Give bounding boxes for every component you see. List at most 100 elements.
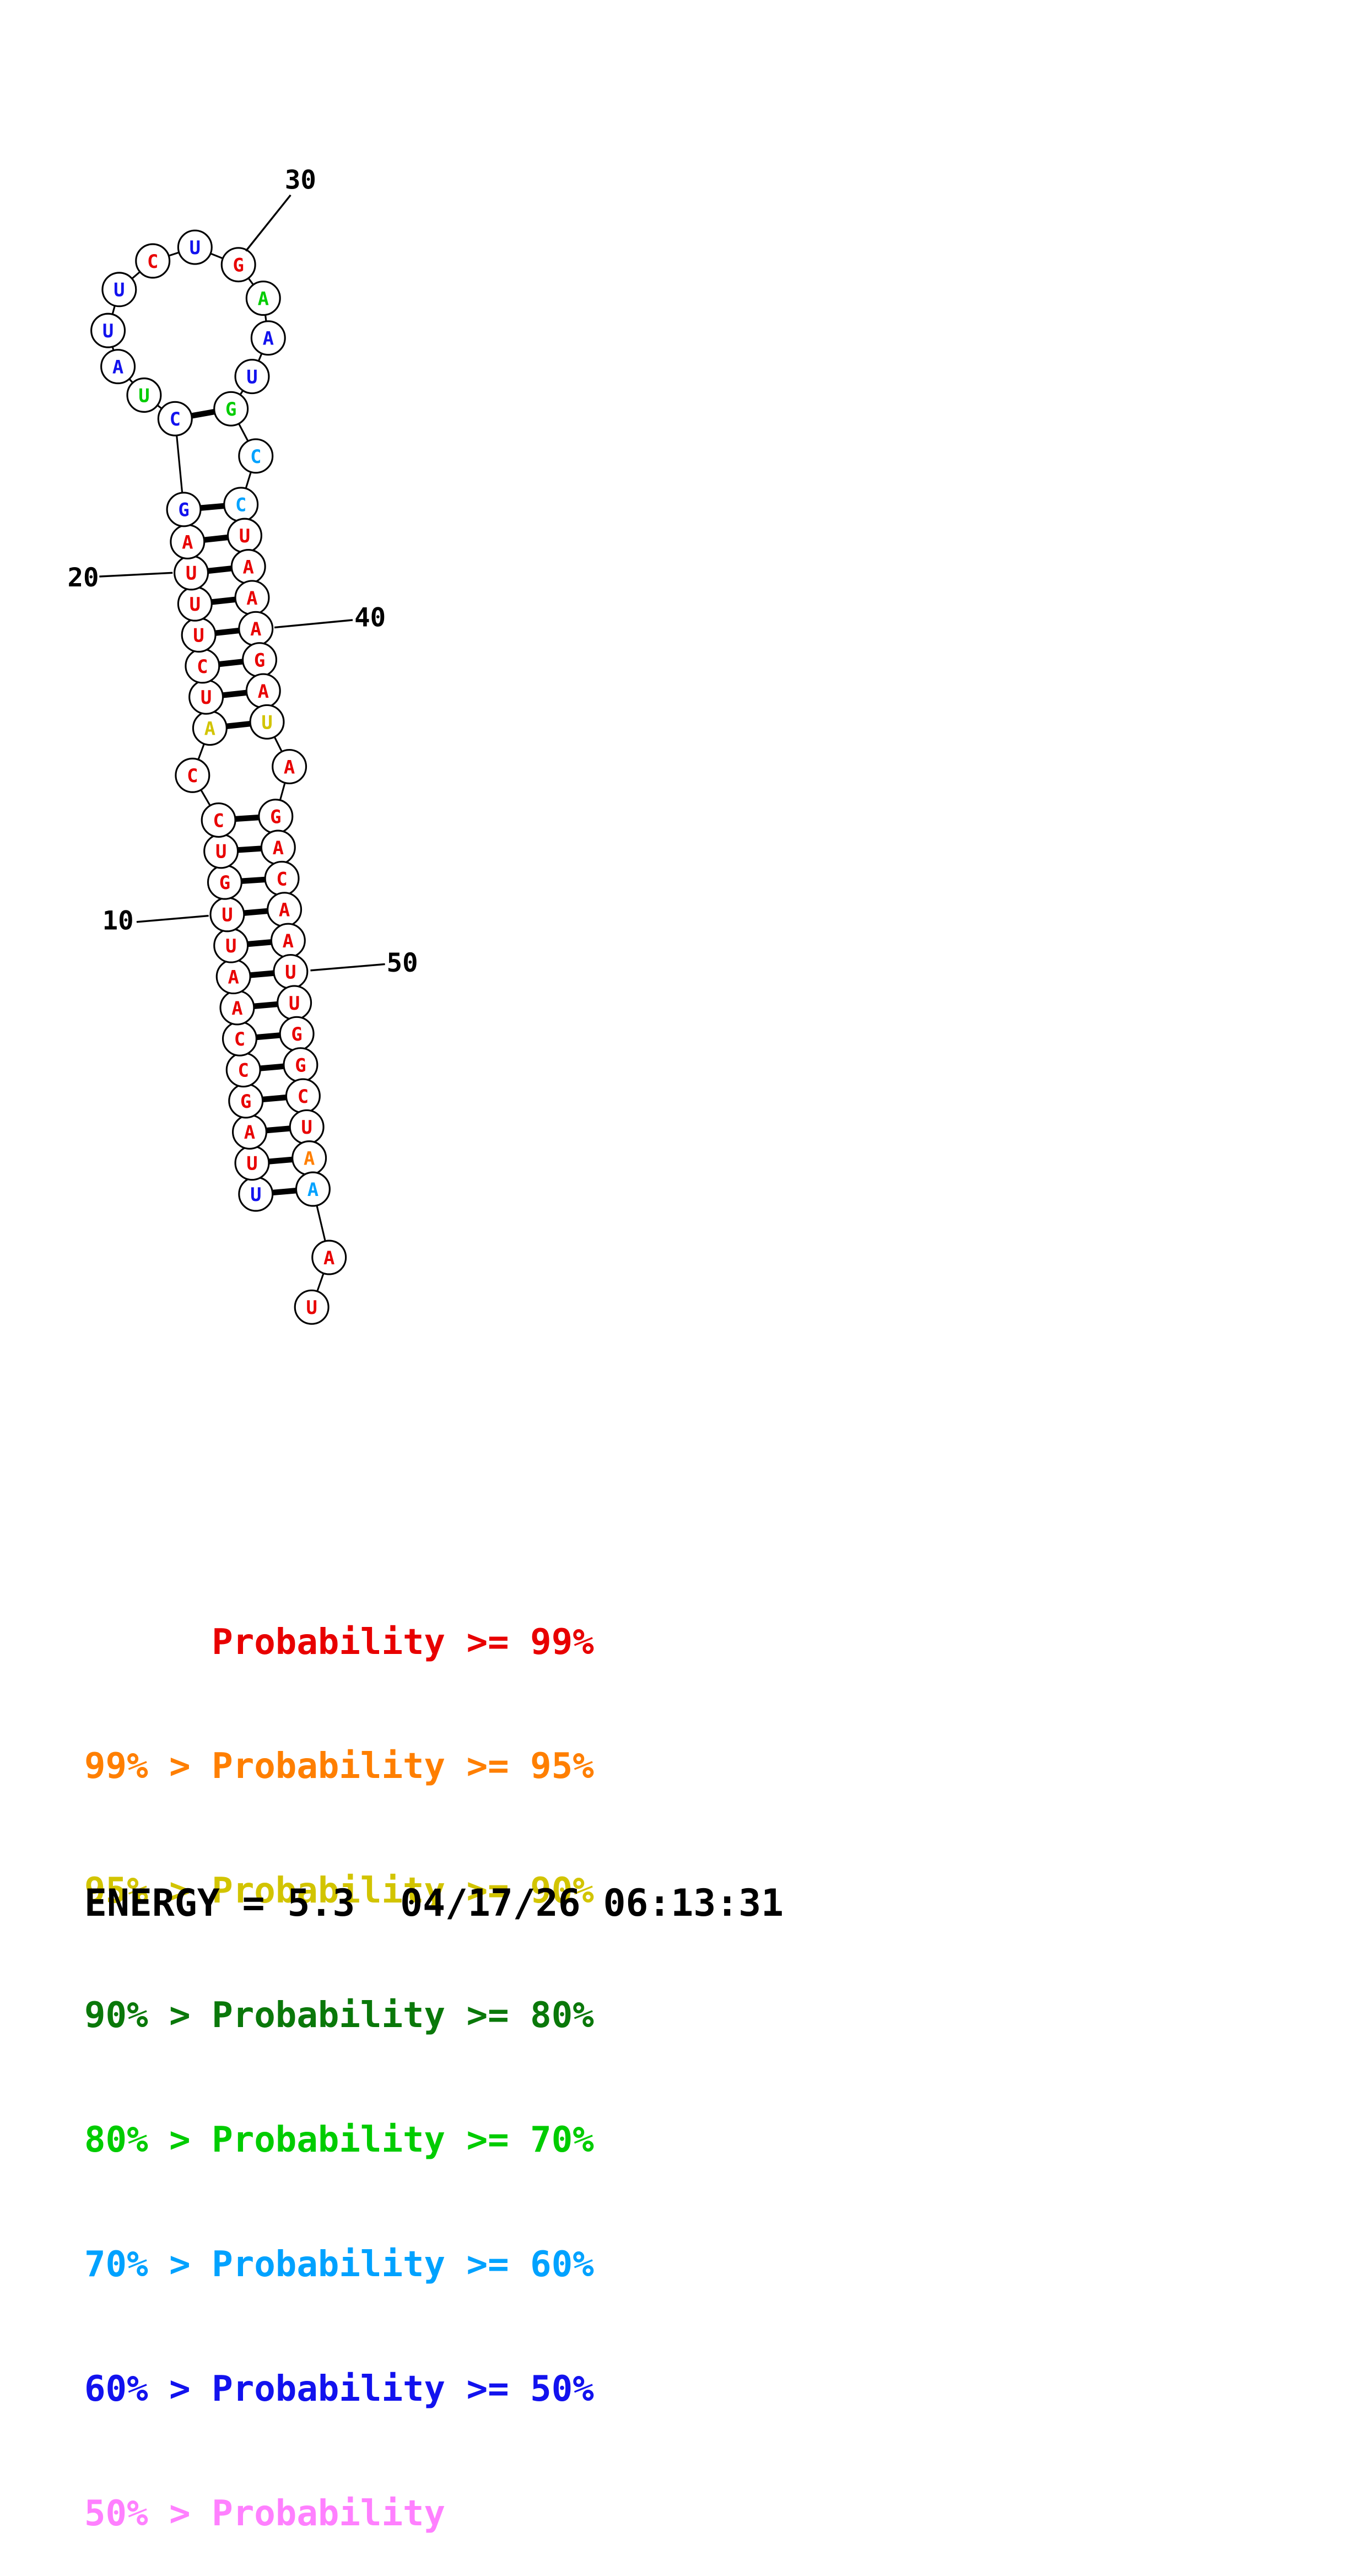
nucleotide-56: A: [291, 1140, 327, 1176]
nucleotide-55: U: [289, 1109, 325, 1145]
legend-line-p70: 80% > Probability >= 70%: [84, 2120, 594, 2161]
nucleotide-circle: [234, 359, 270, 395]
nucleotide-50: U: [273, 954, 309, 990]
nucleotide-4: G: [228, 1083, 264, 1119]
nucleotide-43: U: [249, 704, 285, 740]
nucleotide-26: U: [90, 312, 126, 348]
nucleotide-letter: G: [270, 806, 281, 828]
nucleotide-letter: U: [102, 320, 114, 342]
nucleotide-6: C: [222, 1021, 257, 1057]
nucleotide-letter: A: [228, 966, 239, 988]
nucleotide-20: U: [174, 555, 209, 591]
nucleotide-27: U: [101, 272, 137, 308]
nucleotide-8: A: [215, 959, 251, 995]
nucleotide-letter: A: [250, 618, 261, 640]
nucleotide-16: U: [188, 679, 224, 715]
nucleotide-31: A: [245, 281, 281, 316]
nucleotide-47: C: [264, 860, 300, 896]
nucleotide-33: U: [234, 359, 270, 395]
nucleotide-2: U: [234, 1145, 270, 1181]
nucleotide-54: C: [285, 1078, 321, 1114]
nucleotide-7: A: [219, 990, 255, 1026]
nucleotide-letter: A: [231, 998, 242, 1019]
nucleotide-letter: U: [301, 1117, 312, 1138]
nucleotide-22: G: [166, 492, 202, 527]
position-label-line-20: [99, 572, 173, 578]
nucleotide-letter: G: [178, 499, 189, 521]
nucleotide-circle: [177, 229, 213, 265]
nucleotide-circle: [175, 757, 210, 793]
nucleotide-38: A: [230, 549, 266, 585]
nucleotide-letter: G: [219, 872, 230, 893]
nucleotide-25: A: [100, 349, 136, 385]
nucleotide-17: C: [185, 648, 220, 684]
nucleotide-circle: [238, 438, 274, 474]
nucleotide-32: A: [250, 320, 286, 356]
nucleotide-circle: [295, 1171, 331, 1207]
nucleotide-circle: [101, 272, 137, 308]
nucleotide-37: U: [226, 518, 262, 553]
nucleotide-48: A: [267, 892, 303, 928]
nucleotide-11: G: [207, 864, 242, 900]
nucleotide-12: U: [203, 833, 239, 869]
nucleotides: UUAGCCAAUUGUCCAUCUUUAGCUAUUCUGAAUGCCUAAA…: [90, 229, 347, 1325]
nucleotide-42: A: [245, 673, 281, 709]
nucleotide-letter: U: [261, 712, 272, 733]
legend-line-p90: 95% > Probability >= 90%: [84, 1871, 594, 1912]
nucleotide-52: G: [279, 1016, 315, 1052]
nucleotide-36: C: [223, 487, 259, 522]
nucleotide-46: A: [260, 829, 296, 865]
nucleotide-letter: U: [246, 367, 257, 388]
position-label-line-30: [245, 194, 291, 252]
nucleotide-letter: G: [254, 650, 265, 671]
nucleotide-letter: U: [215, 841, 226, 863]
position-label-20: 20: [67, 563, 99, 593]
nucleotide-5: C: [225, 1052, 261, 1088]
nucleotide-circle: [220, 247, 256, 283]
rna-structure-plot: UUAGCCAAUUGUCCAUCUUUAGCUAUUCUGAAUGCCUAAA…: [67, 165, 418, 1325]
position-label-line-40: [274, 619, 353, 629]
nucleotide-10: U: [209, 897, 245, 933]
nucleotide-44: A: [272, 749, 307, 785]
nucleotide-9: U: [213, 928, 249, 963]
nucleotide-circle: [272, 749, 307, 785]
position-label-10: 10: [102, 906, 134, 936]
nucleotide-letter: G: [233, 255, 244, 276]
nucleotide-18: U: [181, 617, 217, 653]
nucleotide-letter: U: [138, 385, 149, 406]
position-label-40: 40: [354, 602, 386, 633]
nucleotide-circle: [213, 391, 249, 427]
nucleotide-58: A: [311, 1240, 347, 1275]
nucleotide-letter: U: [285, 961, 296, 983]
nucleotide-53: G: [283, 1047, 318, 1083]
position-label-30: 30: [285, 165, 316, 196]
nucleotide-letter: U: [246, 1153, 257, 1174]
nucleotide-letter: C: [298, 1086, 309, 1107]
nucleotide-letter: U: [225, 935, 236, 957]
nucleotide-circle: [311, 1240, 347, 1275]
position-label-50: 50: [387, 948, 418, 978]
nucleotide-39: A: [234, 580, 270, 616]
nucleotide-letter: C: [213, 810, 224, 831]
nucleotide-3: A: [231, 1114, 267, 1150]
position-labels: 30 20 40 10 50: [67, 165, 418, 978]
nucleotide-13: C: [201, 802, 236, 838]
nucleotide-letter: A: [279, 899, 290, 921]
legend-line-p80: 90% > Probability >= 80%: [84, 1995, 594, 2036]
nucleotide-letter: U: [306, 1297, 317, 1318]
nucleotide-circle: [249, 704, 285, 740]
nucleotide-circle: [245, 281, 281, 316]
nucleotide-letter: U: [239, 525, 250, 547]
nucleotide-circle: [100, 349, 136, 385]
nucleotide-19: U: [177, 586, 213, 622]
nucleotide-circle: [294, 1289, 330, 1325]
nucleotide-letter: C: [238, 1060, 249, 1081]
position-label-line-10: [136, 914, 209, 923]
nucleotide-59: U: [294, 1289, 330, 1325]
position-label-line-50: [310, 963, 385, 972]
nucleotide-57: A: [295, 1171, 331, 1207]
nucleotide-letter: A: [246, 588, 257, 609]
nucleotide-34: G: [213, 391, 249, 427]
nucleotide-45: G: [258, 799, 294, 834]
legend-line-below50: 50% > Probability: [84, 2493, 446, 2534]
